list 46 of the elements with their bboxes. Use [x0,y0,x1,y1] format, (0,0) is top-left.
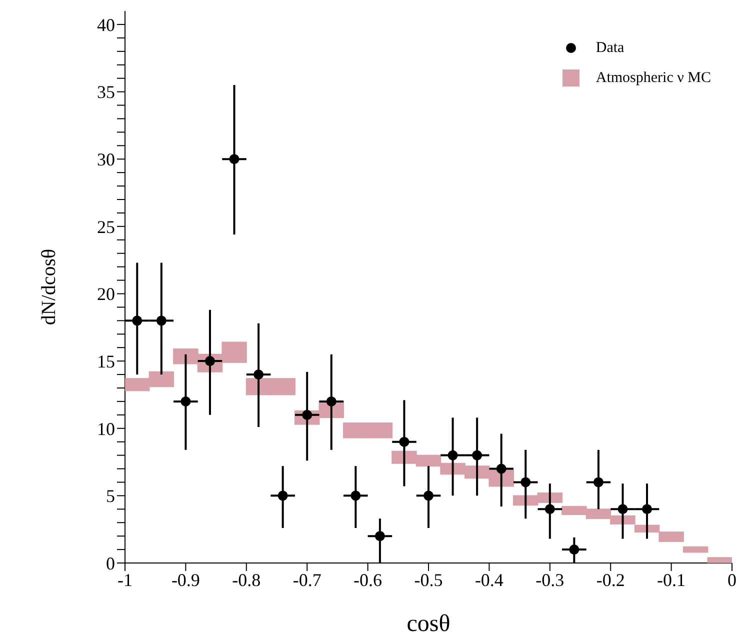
x-tick-label: -0.4 [474,570,504,590]
legend-label: Atmospheric ν MC [596,70,711,86]
point [448,450,458,460]
point [374,531,385,542]
x-tick-label: -1 [118,570,132,590]
x-tick-label: -0.9 [171,570,200,590]
x-tick-label: -0.5 [414,570,443,590]
y-tick-label: 10 [97,418,115,439]
y-tick-label: 25 [97,216,115,237]
x-tick-label: -0.7 [292,570,322,590]
x-axis-title: cosθ [406,611,450,637]
point [569,544,580,555]
point [229,154,240,164]
point [399,436,410,447]
bar [707,557,732,563]
point [472,450,482,460]
point [180,396,191,406]
y-tick-label: 20 [97,284,115,304]
x-tick-label: -0.6 [354,570,382,590]
point [254,370,264,380]
x-tick-label: 0 [728,570,736,590]
x-tick-label: -0.8 [232,570,261,590]
point [278,490,288,501]
legend-label: Data [596,40,624,56]
x-tick-label: -0.1 [657,570,686,590]
x-tick-label: -0.2 [596,570,625,590]
point [520,477,531,488]
y-tick-label: 40 [97,14,115,35]
y-axis-title: dN/dcosθ [38,248,60,326]
y-tick-label: 30 [97,149,115,170]
point [642,504,652,514]
point [593,477,604,488]
point [132,316,142,326]
x-tick-label: -0.3 [536,570,564,590]
point [156,316,166,326]
point [350,490,361,501]
y-tick-label: 15 [97,351,115,372]
point [544,504,555,514]
y-tick-label: 5 [106,486,115,506]
point [618,504,628,514]
point [424,490,434,501]
y-tick-label: 0 [106,553,115,574]
point [326,396,336,406]
bar [682,546,708,553]
point [496,464,506,474]
y-tick-label: 35 [97,82,115,102]
